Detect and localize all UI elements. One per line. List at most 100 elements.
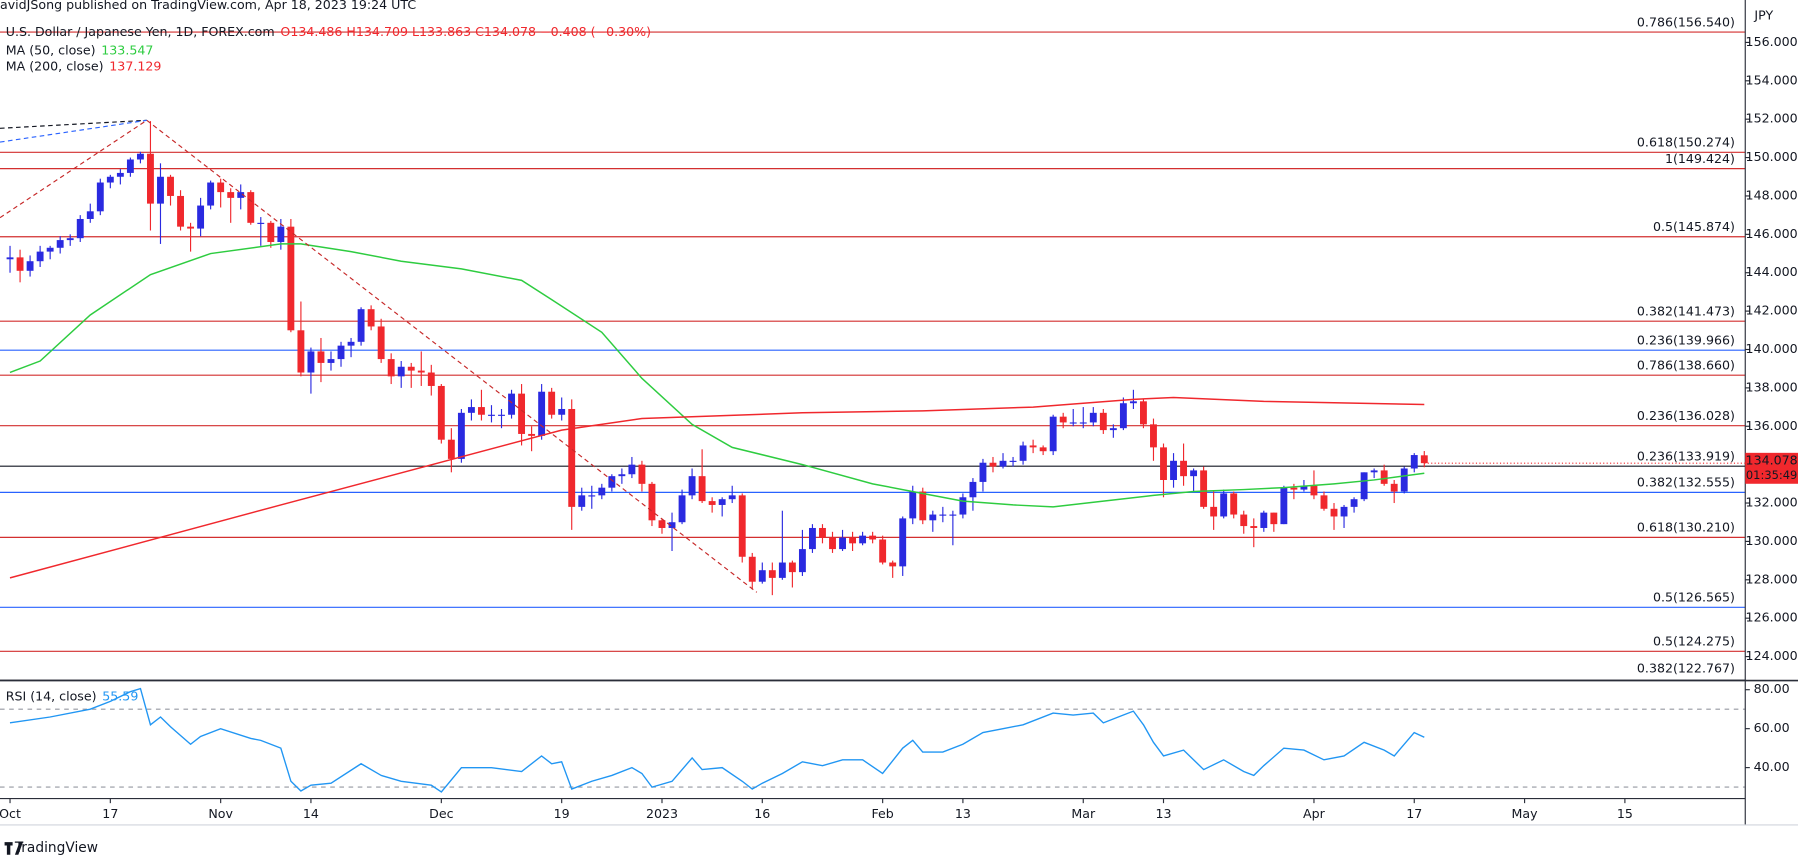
x-tick-label: 15 <box>1617 806 1633 821</box>
y-tick-label: 142.000 <box>1746 303 1798 318</box>
candle-body <box>989 462 997 467</box>
candle-body <box>357 309 365 342</box>
candle-body <box>728 495 736 500</box>
candle-body <box>267 222 275 243</box>
candle-body <box>1390 483 1398 492</box>
candle-body <box>177 195 184 227</box>
x-tick-label: Oct <box>0 806 21 821</box>
candle-body <box>317 351 325 363</box>
candle-body <box>106 176 114 183</box>
candle-body <box>1170 460 1177 480</box>
candle-body <box>1099 412 1107 431</box>
fib-label: 0.236(136.028) <box>1637 408 1735 423</box>
candle-body <box>1150 424 1157 448</box>
candle-body <box>899 518 907 567</box>
trendline <box>0 119 147 129</box>
candle-body <box>1250 526 1258 528</box>
x-tick-label: 14 <box>303 806 319 821</box>
x-tick-label: 2023 <box>646 806 678 821</box>
candle-body <box>738 495 746 557</box>
candle-body <box>227 192 235 198</box>
candle-body <box>287 226 295 331</box>
candle-body <box>979 462 987 482</box>
fib-label: 0.618(150.274) <box>1637 135 1735 150</box>
candle-body <box>668 522 676 528</box>
candle-body <box>508 393 515 415</box>
candle-body <box>157 176 164 204</box>
fib-label: 0.5(126.565) <box>1653 590 1735 605</box>
y-tick-label: 144.000 <box>1746 264 1798 279</box>
y-tick-label: 124.000 <box>1746 648 1798 663</box>
candle-body <box>1380 470 1388 484</box>
candle-body <box>658 520 666 528</box>
trendline <box>0 119 147 143</box>
y-tick-label: 136.000 <box>1746 418 1798 433</box>
fib-label: 0.382(141.473) <box>1637 304 1735 319</box>
candle-body <box>959 497 967 515</box>
candle-body <box>1370 470 1378 473</box>
x-tick-label: 19 <box>554 806 570 821</box>
candle-body <box>909 491 917 519</box>
axes: 40.0060.0080.00124.000126.000128.000130.… <box>0 34 1798 821</box>
candle-body <box>949 514 957 516</box>
y-tick-label: 126.000 <box>1746 610 1798 625</box>
footer-brand: TradingView <box>14 840 98 856</box>
candle-body <box>498 414 505 416</box>
candle-body <box>347 341 355 346</box>
y-tick-label: 150.000 <box>1746 149 1798 164</box>
candle-body <box>397 366 405 377</box>
x-tick-label: Feb <box>871 806 893 821</box>
candle-body <box>839 537 846 550</box>
candle-body <box>788 562 796 573</box>
candle-body <box>1140 401 1147 425</box>
candle-body <box>217 182 225 193</box>
candle-body <box>698 476 706 502</box>
candle-body <box>1290 487 1298 490</box>
candle-body <box>889 562 897 567</box>
fib-label: 0.5(124.275) <box>1653 634 1735 649</box>
candle-body <box>1320 495 1328 509</box>
candle-body <box>387 359 395 377</box>
candle-body <box>598 487 606 496</box>
candle-body <box>758 570 766 582</box>
candle-body <box>1210 506 1218 517</box>
candle-body <box>1240 514 1248 527</box>
candle-body <box>518 393 526 434</box>
rsi-tick-label: 60.00 <box>1754 720 1790 735</box>
candle-body <box>377 326 385 360</box>
candle-body <box>798 549 806 573</box>
candle-body <box>1059 416 1067 423</box>
candle-body <box>277 226 285 243</box>
candle-body <box>829 537 836 550</box>
x-tick-label: 16 <box>754 806 770 821</box>
fib-label: 0.786(156.540) <box>1637 14 1735 29</box>
x-tick-label: 17 <box>102 806 118 821</box>
candle-body <box>819 527 826 538</box>
candle-body <box>1039 447 1047 452</box>
candle-body <box>457 412 465 459</box>
fib-label: 0.5(145.874) <box>1653 219 1735 234</box>
last-price-label: 134.078 <box>1746 452 1798 467</box>
candle-body <box>46 247 54 252</box>
candle-body <box>297 330 305 373</box>
candle-body <box>478 407 485 415</box>
candle-body <box>167 176 174 196</box>
candle-body <box>638 464 646 484</box>
y-tick-label: 154.000 <box>1746 72 1798 87</box>
candle-body <box>437 385 445 440</box>
candle-body <box>558 408 566 415</box>
candle-body <box>417 370 425 373</box>
legend-name: RSI (14, close) <box>6 688 97 703</box>
candle-body <box>869 535 877 540</box>
candle-body <box>1160 447 1167 480</box>
candle-body <box>1029 445 1037 448</box>
candle-body <box>1180 460 1188 477</box>
fib-label: 0.786(138.660) <box>1637 358 1735 373</box>
candle-body <box>688 476 696 496</box>
y-tick-label: 138.000 <box>1746 379 1798 394</box>
candle-body <box>1400 468 1408 492</box>
x-tick-label: Mar <box>1071 806 1096 821</box>
candle-body <box>147 153 154 204</box>
y-tick-label: 140.000 <box>1746 341 1798 356</box>
legend-value: 137.129 <box>109 58 161 73</box>
